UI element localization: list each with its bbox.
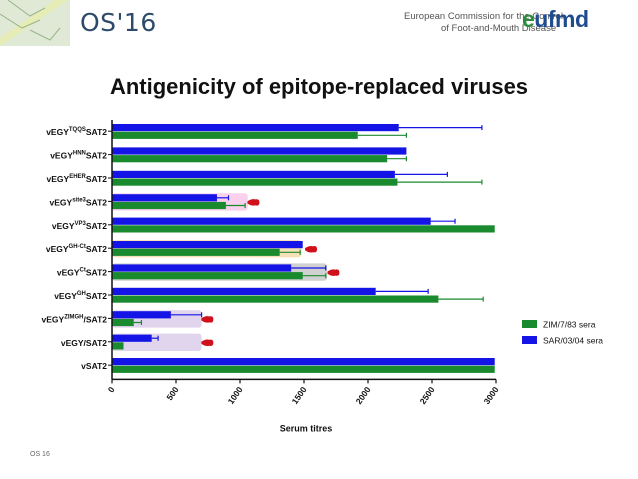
- bar-zim: [112, 178, 398, 186]
- red-marker-shape: [201, 316, 214, 323]
- category-label: vEGYGHSAT2: [54, 291, 107, 301]
- category-label-superscript: EHER: [69, 174, 86, 180]
- bar-sar: [112, 334, 152, 342]
- category-label-prefix: vEGY: [57, 268, 80, 278]
- category-label-prefix: vEGY: [42, 314, 65, 324]
- commission-name: European Commission for the Control of F…: [404, 11, 563, 35]
- bar-zim: [112, 131, 358, 139]
- category-label-superscript: HNN: [73, 151, 86, 157]
- bar-sar: [112, 358, 495, 366]
- header-banner: OS'16 European Commission for the Contro…: [0, 0, 638, 46]
- red-marker-icon: [201, 339, 214, 347]
- bar-zim: [112, 248, 280, 256]
- red-marker-shape: [201, 339, 214, 347]
- decorative-map-graphic: [0, 0, 70, 46]
- legend-entry: ZIM/7/83 sera: [543, 320, 596, 330]
- os-title: OS'16: [80, 8, 157, 37]
- category-label-suffix: SAT2: [86, 221, 107, 231]
- red-marker-shape: [247, 199, 260, 206]
- category-label-suffix: SAT2: [86, 268, 107, 278]
- category-label-superscript: GH: [77, 291, 86, 297]
- bar-sar: [112, 287, 376, 295]
- category-label-superscript: site3: [72, 197, 86, 203]
- category-label-suffix: SAT2: [86, 291, 107, 301]
- category-label-superscript: TQQS: [69, 127, 86, 133]
- category-label: vEGYEHERSAT2: [47, 174, 108, 184]
- bar-chart: vEGYTQQSSAT2vEGYHNNSAT2vEGYEHERSAT2vEGYs…: [42, 120, 603, 433]
- category-label: vEGYHNNSAT2: [50, 151, 107, 161]
- category-label-suffix: SAT2: [86, 151, 107, 161]
- bar-sar: [112, 147, 407, 155]
- bar-zim: [112, 318, 134, 327]
- logo-rest: ufmd: [534, 6, 589, 32]
- bar-zim: [112, 365, 495, 373]
- red-marker-icon: [327, 269, 340, 276]
- bar-zim: [112, 295, 439, 303]
- category-label-suffix: /SAT2: [84, 314, 108, 324]
- category-label-prefix: vEGY: [52, 221, 75, 231]
- bar-sar: [112, 217, 431, 225]
- bar-zim: [112, 225, 495, 233]
- category-label-prefix: vEGY: [46, 127, 69, 137]
- footer-label: OS 16: [30, 451, 50, 458]
- category-label-prefix: vEGY: [50, 197, 73, 207]
- legend-entry: SAR/03/04 sera: [543, 336, 603, 346]
- category-label-suffix: SAT2: [86, 197, 107, 207]
- x-axis-label: Serum titres: [280, 423, 333, 433]
- x-tick-label: 0: [106, 385, 117, 395]
- category-label-suffix: SAT2: [86, 244, 107, 254]
- x-tick-label: 1000: [226, 385, 245, 406]
- bar-sar: [112, 124, 399, 132]
- category-label: vEGYsite3SAT2: [50, 197, 108, 207]
- category-label: vEGYGH-CtSAT2: [46, 244, 107, 254]
- bar-zim: [112, 155, 388, 163]
- red-marker-shape: [305, 245, 318, 253]
- legend-swatch: [522, 320, 537, 328]
- red-marker-icon: [247, 199, 260, 206]
- commission-line-2: of Foot-and-Mouth Disease: [441, 23, 557, 34]
- logo-e: e: [522, 6, 535, 32]
- category-label: vEGYZIMGH/SAT2: [42, 314, 108, 324]
- category-label-prefix: vEGY: [46, 244, 69, 254]
- x-tick-label: 1500: [290, 385, 309, 406]
- x-tick-label: 2000: [354, 385, 373, 406]
- category-label: vEGYVP3SAT2: [52, 221, 107, 231]
- bar-sar: [112, 311, 171, 319]
- x-tick-label: 500: [164, 385, 180, 403]
- category-label-prefix: vEGY: [54, 291, 77, 301]
- category-label-prefix: vEGY: [50, 151, 73, 161]
- category-label-prefix: vEGY/SAT2: [61, 338, 107, 348]
- category-label: vSAT2: [81, 361, 107, 371]
- bar-zim: [112, 272, 303, 280]
- category-label-superscript: GH-Ct: [69, 244, 86, 250]
- category-label: vEGYTQQSSAT2: [46, 127, 107, 137]
- slide-title: Antigenicity of epitope-replaced viruses: [109, 74, 529, 99]
- bar-zim: [112, 201, 226, 210]
- bar-sar: [112, 241, 303, 249]
- legend-swatch: [522, 336, 537, 344]
- eufmd-logo: eufmd: [522, 6, 589, 33]
- category-label-prefix: vSAT2: [81, 361, 107, 371]
- bar-sar: [112, 170, 395, 178]
- category-label-suffix: SAT2: [86, 127, 107, 137]
- category-label: vEGY/SAT2: [61, 338, 107, 348]
- category-label: vEGYCtSAT2: [57, 268, 107, 278]
- bar-sar: [112, 194, 217, 202]
- red-marker-icon: [305, 245, 318, 253]
- bar-sar: [112, 264, 292, 272]
- category-label-superscript: VP3: [75, 221, 87, 227]
- category-label-suffix: SAT2: [86, 174, 107, 184]
- category-label-prefix: vEGY: [47, 174, 70, 184]
- commission-line-1: European Commission for the Control: [404, 11, 563, 22]
- red-marker-icon: [201, 316, 214, 323]
- x-tick-label: 3000: [482, 385, 501, 406]
- x-tick-label: 2500: [418, 385, 437, 406]
- category-label-superscript: ZIMGH: [64, 314, 83, 320]
- red-marker-shape: [327, 269, 340, 276]
- category-label-superscript: Ct: [80, 268, 86, 274]
- bar-zim: [112, 342, 124, 350]
